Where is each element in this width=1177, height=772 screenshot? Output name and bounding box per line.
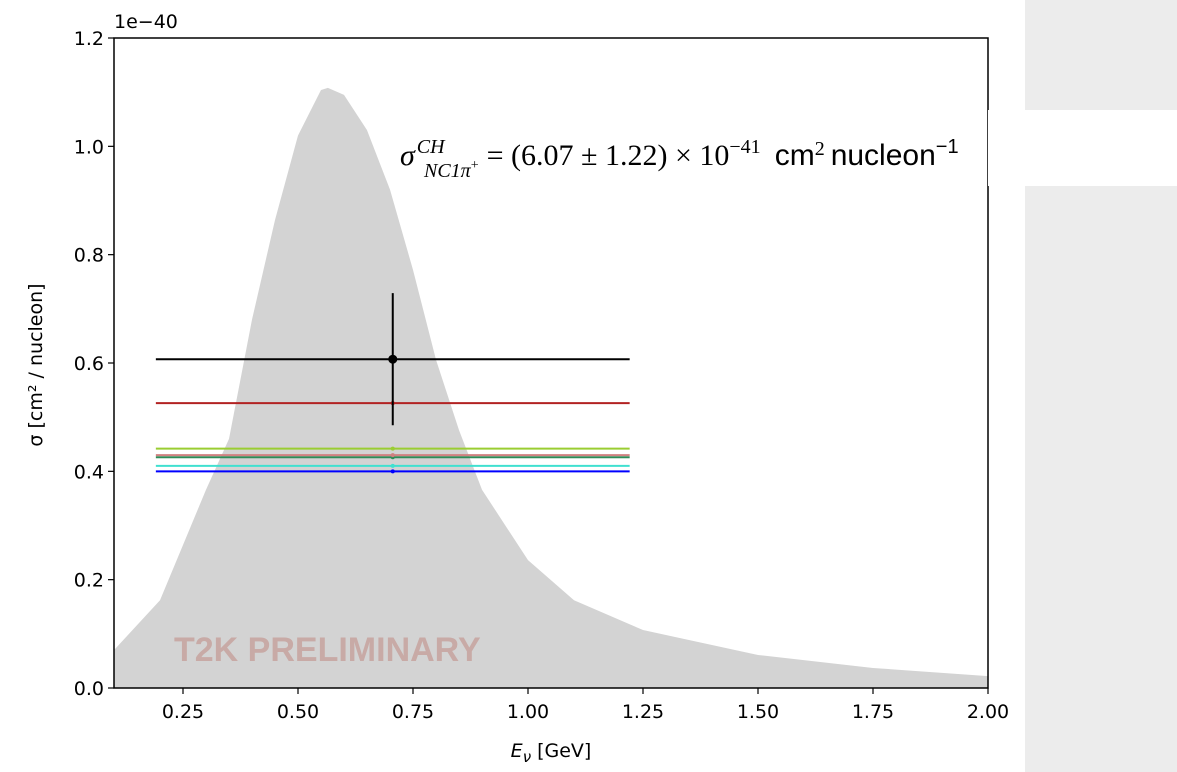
x-tick-label: 2.00: [967, 701, 1009, 723]
annotation-part: σ: [400, 139, 416, 172]
plot-area: T2K PRELIMINARY 0.25 0.50 0.75 1.00 1.25 1.50 1…: [74, 28, 1009, 723]
x-tick-label: 1.25: [622, 701, 664, 723]
marker: [390, 469, 395, 474]
marker: [388, 354, 398, 364]
x-tick-label: 1.75: [852, 701, 894, 723]
x-tick-label: 1.50: [737, 701, 779, 723]
annotation-background: [988, 110, 1177, 186]
watermark: T2K PRELIMINARY: [174, 631, 481, 669]
y-tick-label: 0.0: [74, 678, 104, 700]
marker: [390, 453, 395, 458]
y-offset-label: 1e−40: [114, 11, 178, 33]
y-tick-label: 0.4: [74, 461, 104, 483]
y-tick-label: 0.6: [74, 353, 104, 375]
annotation-part: 2: [815, 138, 825, 160]
y-tick-label: 1.0: [74, 136, 104, 158]
annotation-part: −41: [729, 136, 760, 158]
annotation-part: +: [471, 158, 479, 173]
marker: [390, 463, 395, 468]
x-axis-label-part: E: [511, 740, 523, 762]
annotation-part: −1: [936, 136, 959, 158]
annotation-part: CH: [417, 136, 446, 158]
y-tick-label: 1.2: [74, 28, 104, 50]
x-tick-label: 0.25: [162, 701, 204, 723]
x-tick-label: 0.50: [277, 701, 319, 723]
annotation-part: NC1π: [423, 160, 472, 182]
annotation: σ CH NC1π+ = (6.07 ± 1.22) × 10−41 cm2 nucleo…: [400, 136, 959, 182]
x-axis-label-part: [GeV]: [537, 740, 591, 762]
annotation-part: cm: [775, 139, 815, 172]
y-tick-label: 0.8: [74, 245, 104, 267]
y-tick-label: 0.2: [74, 570, 104, 592]
annotation-part: = (6.07 ± 1.22) × 10: [487, 139, 730, 172]
x-axis-label: Eν [GeV]: [511, 740, 592, 766]
y-axis-label: σ [cm² / nucleon]: [25, 283, 47, 446]
x-tick-label: 0.75: [392, 701, 434, 723]
annotation-part: nucleon: [831, 139, 936, 172]
flux-area: [114, 87, 988, 689]
marker: [390, 446, 395, 451]
x-axis-label-part: ν: [523, 748, 531, 766]
x-tick-label: 1.00: [507, 701, 549, 723]
